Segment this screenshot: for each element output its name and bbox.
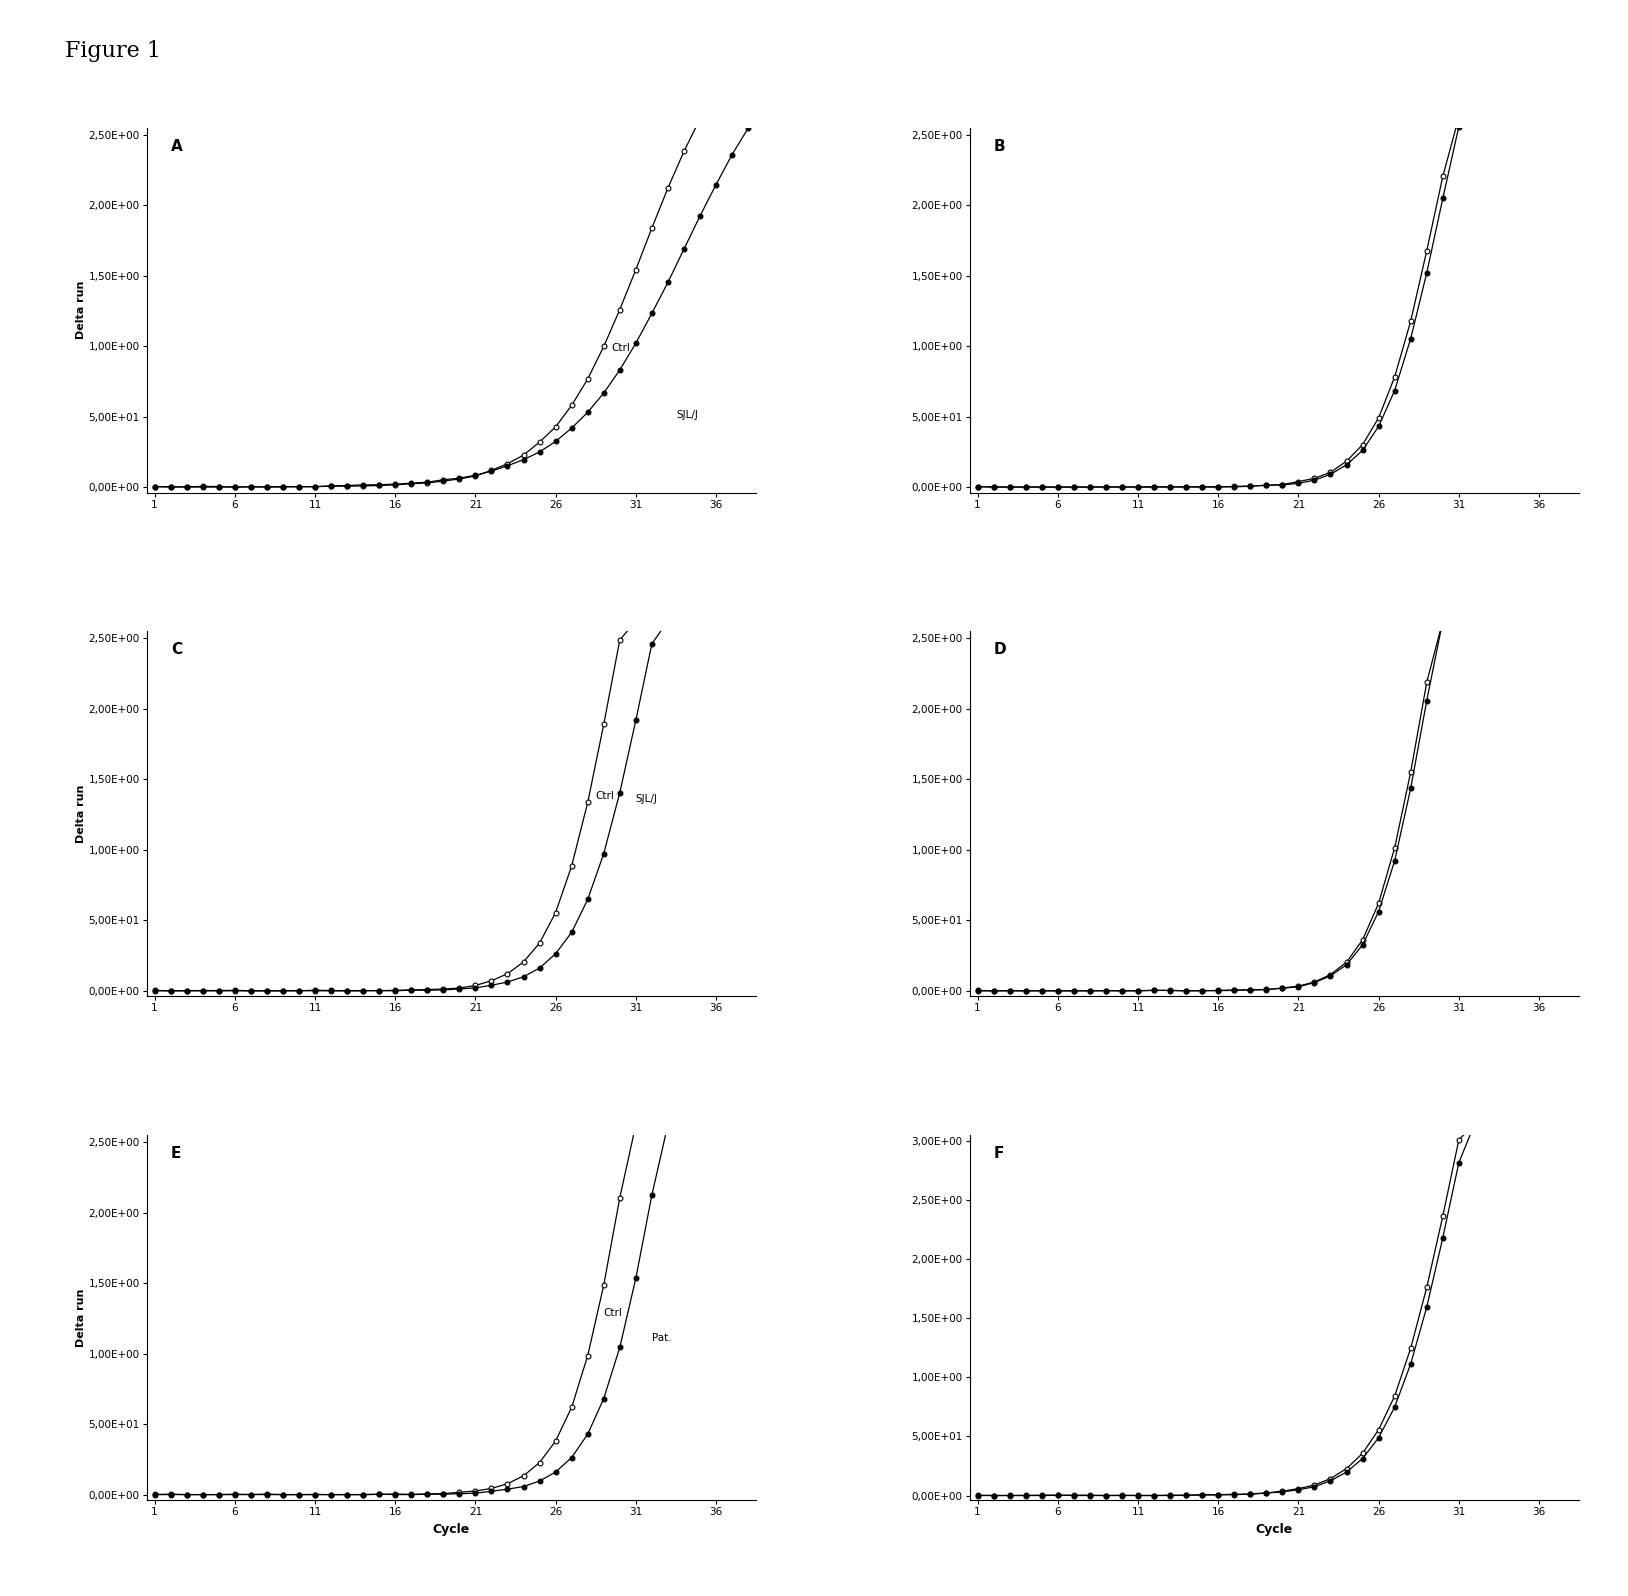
Text: Figure 1: Figure 1 (65, 40, 161, 62)
Text: B: B (995, 139, 1006, 153)
Text: F: F (995, 1146, 1004, 1162)
Y-axis label: Delta run: Delta run (75, 1288, 86, 1347)
Text: A: A (171, 139, 182, 153)
Text: SJL/J: SJL/J (637, 793, 658, 803)
Text: D: D (995, 643, 1006, 658)
X-axis label: Cycle: Cycle (1255, 1523, 1293, 1535)
X-axis label: Cycle: Cycle (433, 1523, 470, 1535)
Text: Pat.: Pat. (651, 1333, 671, 1342)
Text: Ctrl: Ctrl (612, 343, 630, 353)
Y-axis label: Delta run: Delta run (75, 281, 86, 340)
Text: Ctrl: Ctrl (604, 1309, 622, 1318)
Text: SJL/J: SJL/J (676, 410, 698, 420)
Y-axis label: Delta run: Delta run (75, 785, 86, 843)
Text: E: E (171, 1146, 181, 1162)
Text: C: C (171, 643, 182, 658)
Text: Ctrl: Ctrl (596, 790, 615, 801)
